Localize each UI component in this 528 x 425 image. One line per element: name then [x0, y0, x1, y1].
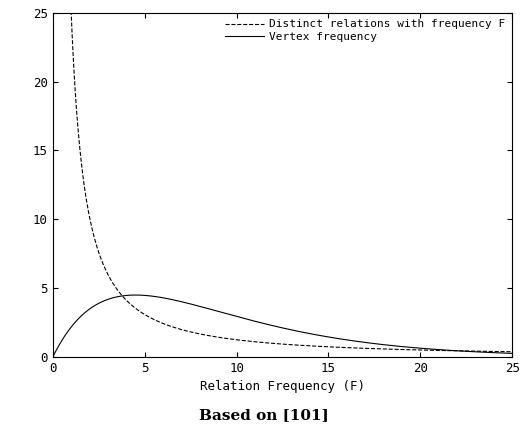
Text: Based on [101]: Based on [101] [199, 408, 329, 422]
Vertex frequency [246, 317, 252, 322]
Vertex frequency [50, 354, 56, 360]
Distinct relations with frequency F [229, 337, 235, 342]
Legend: Distinct relations with frequency F, Vertex frequency: Distinct relations with frequency F, Ver… [220, 15, 510, 46]
Line: Vertex frequency: Vertex frequency [53, 295, 512, 357]
Distinct relations with frequency F [134, 307, 140, 312]
Vertex frequency [102, 298, 108, 303]
Distinct relations with frequency F [500, 349, 506, 354]
Vertex frequency [450, 348, 457, 353]
Vertex frequency [226, 312, 232, 317]
Distinct relations with frequency F [509, 349, 515, 354]
X-axis label: Relation Frequency (F): Relation Frequency (F) [200, 380, 365, 394]
Line: Distinct relations with frequency F: Distinct relations with frequency F [58, 0, 512, 352]
Distinct relations with frequency F [249, 339, 255, 344]
Distinct relations with frequency F [107, 276, 113, 281]
Vertex frequency [500, 351, 506, 356]
Vertex frequency [509, 351, 515, 356]
Vertex frequency [129, 292, 136, 298]
Vertex frequency [133, 292, 139, 298]
Distinct relations with frequency F [451, 348, 458, 353]
